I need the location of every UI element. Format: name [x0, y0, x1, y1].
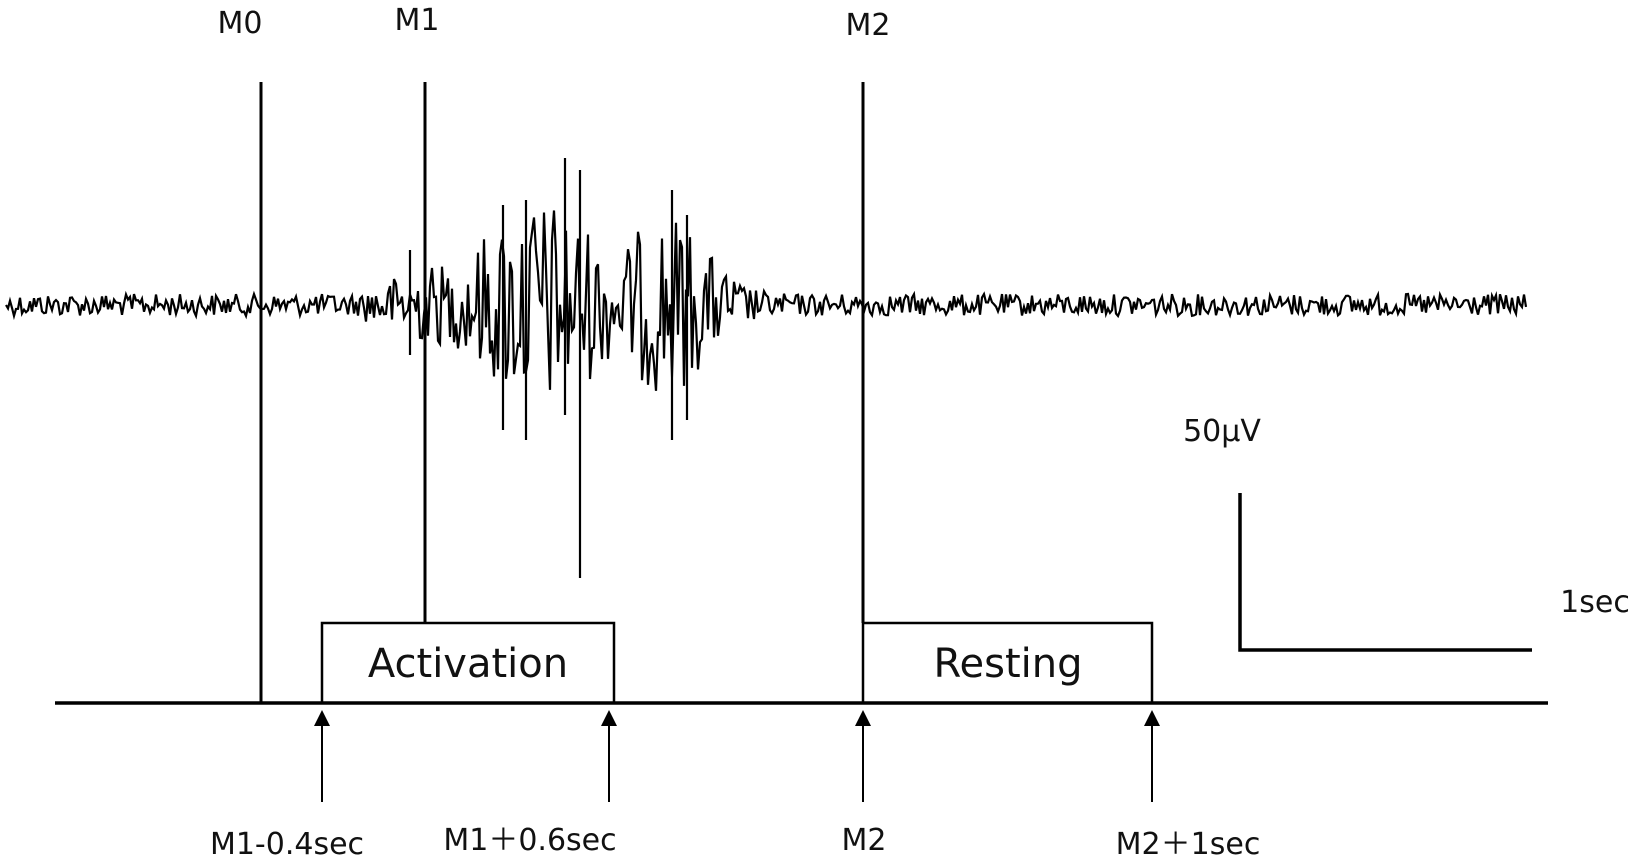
- activation-epoch-box: [320, 621, 616, 703]
- resting-epoch-label: Resting: [934, 641, 1083, 687]
- resting-epoch-box: [861, 621, 1154, 703]
- timepoint-label-m1-plus-0.6sec: M1＋0.6sec: [443, 823, 616, 858]
- scale-time-label: 1sec: [1560, 585, 1630, 620]
- marker-label-m1: M1: [395, 3, 440, 38]
- scale-amplitude-label: 50μV: [1183, 414, 1261, 449]
- arrow-m2-plus-1sec: [1144, 710, 1160, 802]
- marker-label-m0: M0: [218, 6, 263, 41]
- marker-label-m2: M2: [846, 8, 891, 43]
- arrow-m1-minus-0.4sec: [314, 710, 330, 802]
- timepoint-label-m2: M2: [842, 823, 887, 858]
- activation-epoch-label: Activation: [368, 641, 568, 687]
- arrow-m1-plus-0.6sec: [601, 710, 617, 802]
- emg-signal-trace: [5, 158, 1528, 578]
- arrow-m2: [855, 710, 871, 802]
- timepoint-label-m2-plus-1sec: M2＋1sec: [1116, 827, 1261, 862]
- timepoint-label-m1-minus-0.4sec: M1-0.4sec: [210, 827, 364, 862]
- scale-bar: [1238, 493, 1532, 652]
